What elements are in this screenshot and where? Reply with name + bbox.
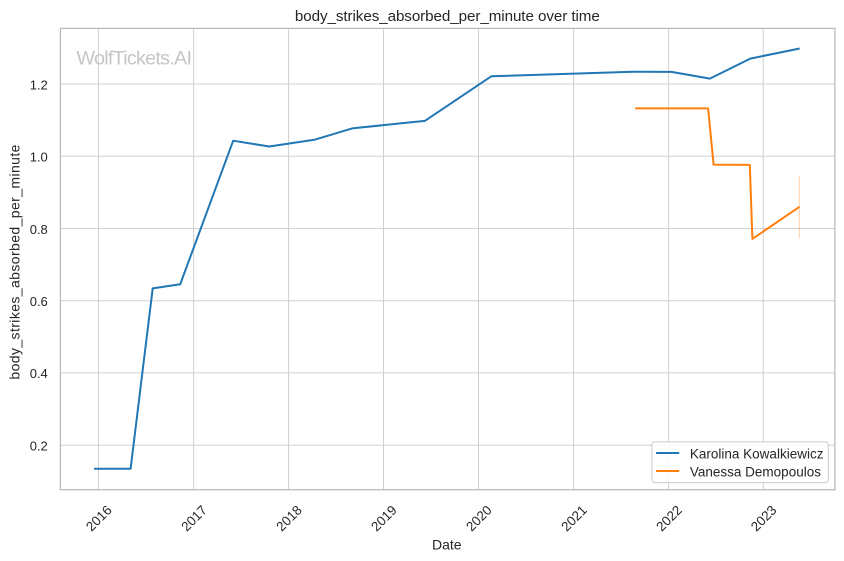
svg-text:0.8: 0.8: [30, 222, 48, 237]
svg-text:1.0: 1.0: [30, 150, 48, 165]
svg-text:1.2: 1.2: [30, 77, 48, 92]
svg-text:0.4: 0.4: [30, 366, 48, 381]
svg-text:0.2: 0.2: [30, 439, 48, 454]
svg-text:Vanessa Demopoulos: Vanessa Demopoulos: [690, 465, 821, 480]
svg-text:Karolina Kowalkiewicz: Karolina Kowalkiewicz: [690, 446, 824, 461]
svg-text:Date: Date: [432, 537, 462, 553]
svg-text:body_strikes_absorbed_per_minu: body_strikes_absorbed_per_minute over ti…: [295, 8, 600, 25]
svg-text:body_strikes_absorbed_per_minu: body_strikes_absorbed_per_minute: [7, 144, 23, 379]
svg-text:WolfTickets.AI: WolfTickets.AI: [76, 48, 191, 70]
svg-text:0.6: 0.6: [30, 294, 48, 309]
